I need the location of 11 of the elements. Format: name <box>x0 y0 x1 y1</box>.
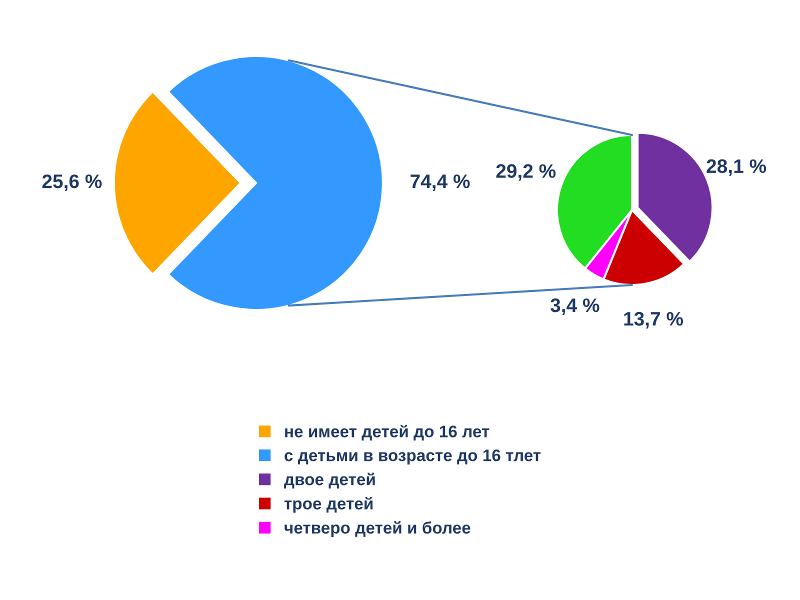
data-label: 28,1 % <box>706 159 766 176</box>
legend-label: с детьми в возрасте до 16 тлет <box>284 449 541 465</box>
legend-label: трое детей <box>284 496 373 513</box>
legend-label: четверо детей и более <box>284 521 470 537</box>
data-label: 29,2 % <box>496 164 556 181</box>
data-label: 25,6 % <box>42 174 102 192</box>
legend-label: не имеет детей до 16 лет <box>285 424 490 441</box>
data-label: 3,4 % <box>550 298 600 315</box>
data-label: 74,4 % <box>410 174 470 192</box>
legend-label: двое детей <box>284 472 375 488</box>
data-label: 13,7 % <box>624 312 684 329</box>
